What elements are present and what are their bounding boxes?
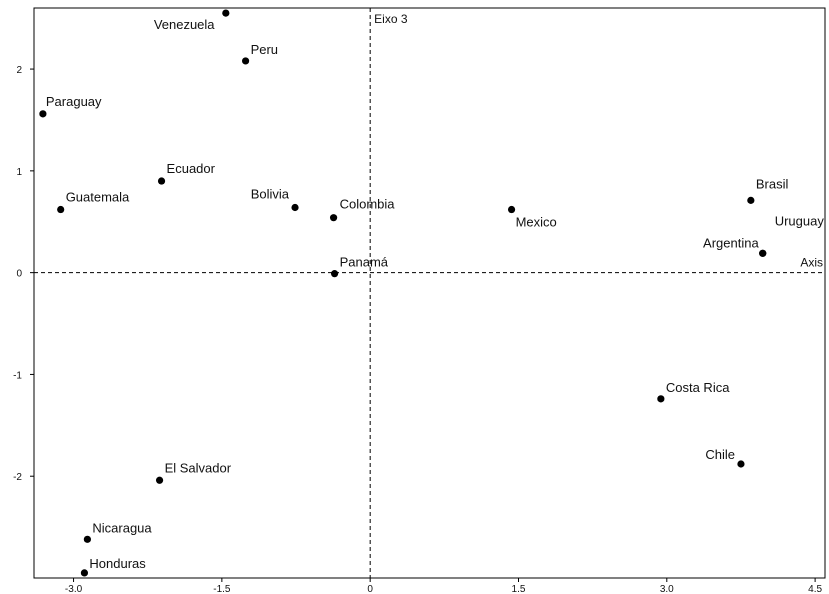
y-tick-label: -2 [13,472,22,483]
data-point: Bolivia [251,187,299,212]
y-axis-ticks: -2 -1 0 1 2 [13,65,34,483]
point-label: Honduras [89,556,146,571]
x-tick-label: 0 [367,584,373,594]
point-label: Bolivia [251,187,290,202]
data-point: Costa Rica [657,380,730,403]
point-label: Mexico [516,215,557,230]
x-axis-ticks: -3.0 -1.5 0 1.5 3.0 4.5 [65,578,822,594]
point-label: Colombia [340,197,396,212]
x-tick-label: -1.5 [213,584,231,594]
y-tick-label: 1 [16,167,22,178]
point-label: Argentina [703,235,759,250]
data-point: El Salvador [155,460,232,484]
point-marker [330,270,339,278]
point-marker [155,476,164,484]
data-point: Ecuador [157,161,216,185]
y-tick-label: 2 [16,65,22,76]
point-label: Peru [251,42,278,57]
point-marker [329,214,338,222]
point-label: El Salvador [165,460,232,475]
data-point: Peru [241,42,278,65]
data-point: Uruguay [759,213,824,257]
data-points: Venezuela Peru Paraguay Ecuador Guatemala Bol… [39,9,824,577]
data-point: Chile [705,447,745,468]
x-tick-label: 1.5 [512,584,526,594]
data-point: Paraguay [39,94,102,118]
y-tick-label: 0 [16,269,22,280]
x-tick-label: 4.5 [808,584,822,594]
data-point: Venezuela [154,9,230,32]
data-point: Mexico [507,205,557,230]
point-label: Venezuela [154,17,215,32]
point-marker [57,205,65,214]
point-marker [747,196,755,204]
reference-lines: Eixo 3 Axis [34,8,825,578]
point-marker [657,395,665,403]
point-marker [241,57,250,65]
x-tick-label: 3.0 [660,584,674,594]
point-marker [39,110,47,118]
y-tick-label: -1 [13,370,22,381]
point-label: Panamá [340,255,389,270]
point-label: Paraguay [46,94,102,109]
point-label: Brasil [756,176,789,191]
data-point: Panamá [330,255,389,278]
point-marker [80,569,89,577]
x-tick-label: -3.0 [65,584,83,594]
point-label: Nicaragua [92,520,152,535]
data-point: Colombia [329,197,396,222]
plot-frame [33,7,826,579]
horizontal-axis-label: Axis [800,256,823,270]
point-label: Uruguay [775,213,825,228]
point-marker [737,460,745,468]
point-marker [222,9,230,17]
point-marker [157,177,166,185]
data-point: Honduras [80,556,146,577]
data-point: Nicaragua [83,520,152,543]
data-point: Argentina [703,235,767,257]
point-label: Ecuador [167,161,216,176]
point-label: Guatemala [66,190,130,205]
data-point: Guatemala [57,190,130,214]
point-marker [759,249,767,257]
point-marker [291,203,299,212]
vertical-axis-label: Eixo 3 [374,12,408,26]
point-label: Costa Rica [666,380,730,395]
point-marker [83,535,91,543]
point-label: Chile [705,447,735,462]
point-marker [507,205,516,214]
data-point: Brasil [747,176,788,204]
